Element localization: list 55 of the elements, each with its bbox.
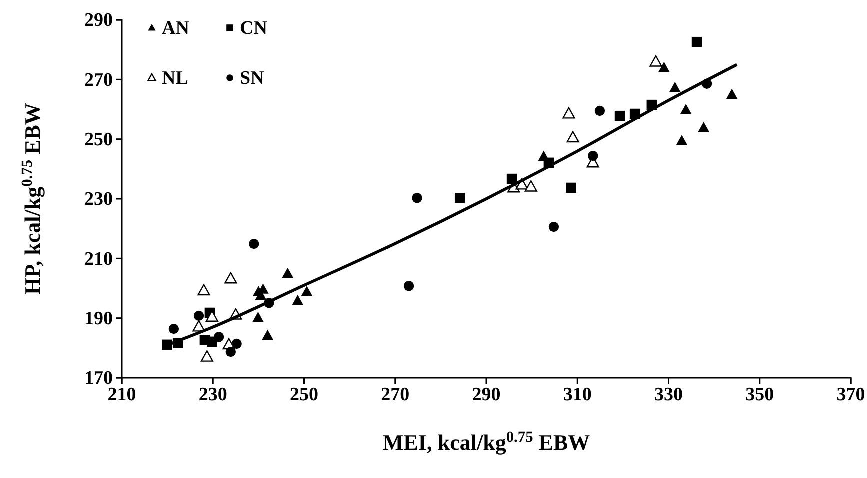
point: [562, 107, 576, 119]
y-tick-label: 210: [84, 248, 113, 270]
point: [658, 62, 670, 72]
point: [198, 284, 210, 296]
point: [650, 55, 662, 67]
x-tick-label: 310: [563, 384, 592, 406]
point: [200, 350, 214, 362]
point: [566, 131, 580, 143]
x-tick-label: 370: [836, 384, 866, 406]
x-tick-label: 230: [198, 384, 228, 406]
y-tick-label: 290: [84, 10, 113, 32]
x-tick-label: 210: [108, 384, 136, 406]
point: [680, 104, 692, 114]
point: [404, 281, 414, 292]
point: [669, 82, 681, 92]
point: [194, 310, 204, 322]
point: [252, 312, 264, 322]
x-tick-label: 330: [654, 384, 683, 406]
point: [292, 295, 304, 306]
x-tick-label: 290: [472, 384, 501, 406]
point: [614, 110, 626, 122]
point: [412, 193, 422, 204]
point: [282, 268, 294, 278]
point: [454, 193, 466, 204]
point: [224, 272, 238, 284]
legend-label: SN: [240, 68, 265, 89]
x-tick-label: 250: [290, 384, 318, 406]
y-tick-label: 230: [84, 189, 113, 210]
point: [206, 310, 219, 322]
legend-label: NL: [162, 68, 188, 89]
point: [594, 106, 606, 116]
point: [726, 88, 738, 100]
x-tick-label: 270: [381, 384, 410, 406]
point: [192, 320, 206, 332]
point: [232, 338, 242, 350]
y-tick-label: 270: [84, 70, 113, 91]
point: [168, 324, 180, 334]
point: [262, 330, 274, 340]
point: [566, 182, 576, 194]
point: [698, 122, 710, 132]
legend-label: AN: [162, 18, 190, 39]
point: [676, 135, 688, 146]
legend-label: CN: [240, 18, 268, 39]
point: [249, 238, 260, 250]
y-tick-label: 190: [84, 308, 113, 330]
x-axis-title: MEI, kcal/kg$^{0.75}$ EBW: [382, 428, 590, 455]
point: [524, 180, 538, 192]
x-tick-label: 350: [746, 384, 774, 406]
point: [548, 222, 560, 232]
point: [692, 36, 702, 48]
point: [588, 150, 598, 162]
y-tick-label: 250: [84, 129, 113, 150]
point: [301, 286, 313, 296]
point: [226, 346, 236, 358]
point: [214, 332, 224, 342]
